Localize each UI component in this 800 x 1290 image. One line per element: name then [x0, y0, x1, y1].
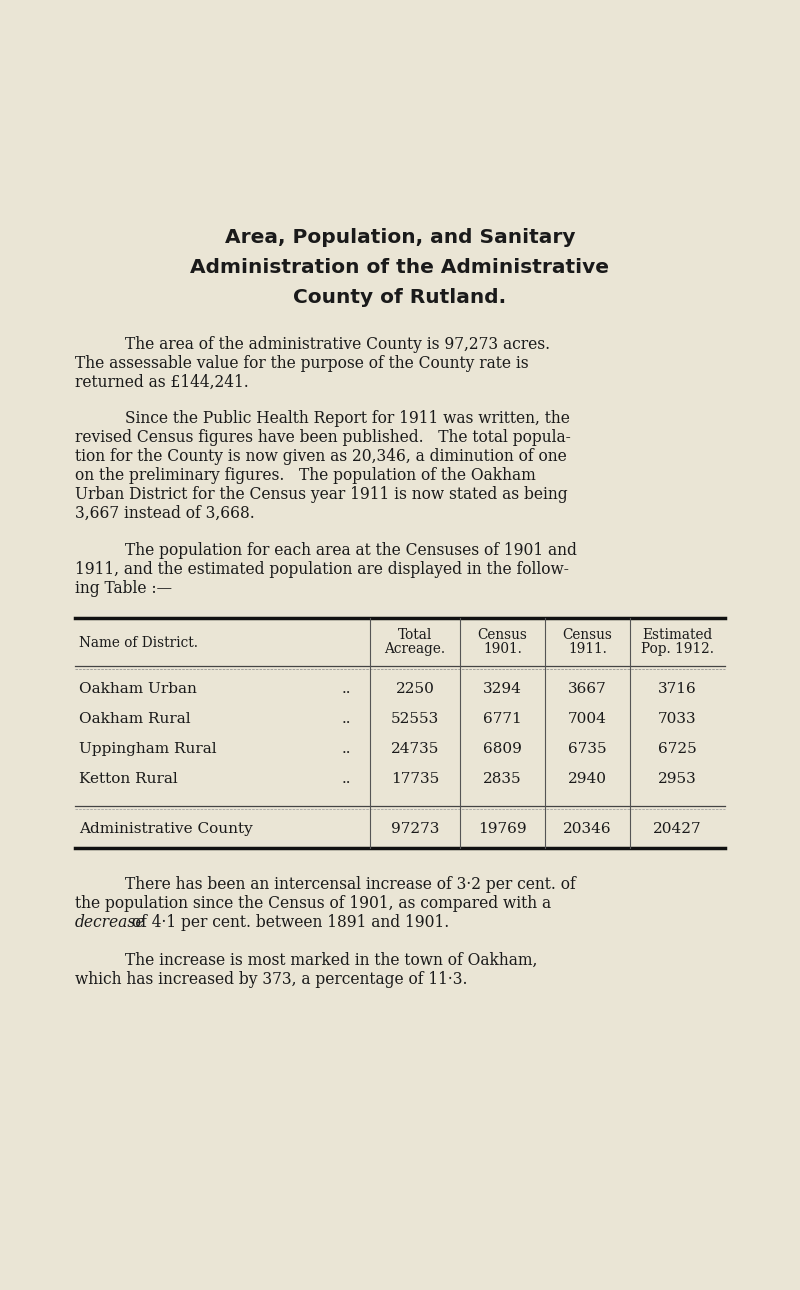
Text: decrease: decrease: [75, 915, 146, 931]
Text: Oakham Rural: Oakham Rural: [79, 712, 190, 726]
Text: 6725: 6725: [658, 742, 697, 756]
Text: Administrative County: Administrative County: [79, 822, 253, 836]
Text: ..: ..: [342, 682, 351, 697]
Text: Administration of the Administrative: Administration of the Administrative: [190, 258, 610, 277]
Text: The increase is most marked in the town of Oakham,: The increase is most marked in the town …: [125, 952, 538, 969]
Text: ..: ..: [342, 771, 351, 786]
Text: 20346: 20346: [563, 822, 612, 836]
Text: 3716: 3716: [658, 682, 697, 697]
Text: Oakham Urban: Oakham Urban: [79, 682, 197, 697]
Text: 1901.: 1901.: [483, 642, 522, 657]
Text: 3,667 instead of 3,668.: 3,667 instead of 3,668.: [75, 504, 254, 522]
Text: ing Table :—: ing Table :—: [75, 580, 172, 597]
Text: which has increased by 373, a percentage of 11·3.: which has increased by 373, a percentage…: [75, 971, 467, 988]
Text: Census: Census: [562, 628, 613, 642]
Text: 7004: 7004: [568, 712, 607, 726]
Text: 19769: 19769: [478, 822, 527, 836]
Text: 1911, and the estimated population are displayed in the follow-: 1911, and the estimated population are d…: [75, 561, 569, 578]
Text: 3667: 3667: [568, 682, 607, 697]
Text: 2835: 2835: [483, 771, 522, 786]
Text: Ketton Rural: Ketton Rural: [79, 771, 178, 786]
Text: returned as £144,241.: returned as £144,241.: [75, 374, 249, 391]
Text: 6809: 6809: [483, 742, 522, 756]
Text: 3294: 3294: [483, 682, 522, 697]
Text: 2250: 2250: [395, 682, 434, 697]
Text: 2953: 2953: [658, 771, 697, 786]
Text: Area, Population, and Sanitary: Area, Population, and Sanitary: [225, 228, 575, 246]
Text: Uppingham Rural: Uppingham Rural: [79, 742, 217, 756]
Text: 6735: 6735: [568, 742, 607, 756]
Text: Total: Total: [398, 628, 432, 642]
Text: Since the Public Health Report for 1911 was written, the: Since the Public Health Report for 1911 …: [125, 410, 570, 427]
Text: the population since the Census of 1901, as compared with a: the population since the Census of 1901,…: [75, 895, 551, 912]
Text: The population for each area at the Censuses of 1901 and: The population for each area at the Cens…: [125, 542, 577, 559]
Text: 2940: 2940: [568, 771, 607, 786]
Text: 7033: 7033: [658, 712, 697, 726]
Text: 97273: 97273: [391, 822, 439, 836]
Text: Acreage.: Acreage.: [385, 642, 446, 657]
Text: There has been an intercensal increase of 3·2 per cent. of: There has been an intercensal increase o…: [125, 876, 576, 893]
Text: ..: ..: [342, 712, 351, 726]
Text: Urban District for the Census year 1911 is now stated as being: Urban District for the Census year 1911 …: [75, 486, 568, 503]
Text: Estimated: Estimated: [642, 628, 713, 642]
Text: 20427: 20427: [653, 822, 702, 836]
Text: 1911.: 1911.: [568, 642, 607, 657]
Text: The area of the administrative County is 97,273 acres.: The area of the administrative County is…: [125, 335, 550, 353]
Text: 6771: 6771: [483, 712, 522, 726]
Text: ..: ..: [342, 742, 351, 756]
Text: The assessable value for the purpose of the County rate is: The assessable value for the purpose of …: [75, 355, 529, 372]
Text: revised Census figures have been published.   The total popula-: revised Census figures have been publish…: [75, 430, 570, 446]
Text: 52553: 52553: [391, 712, 439, 726]
Text: 24735: 24735: [391, 742, 439, 756]
Text: on the preliminary figures.   The population of the Oakham: on the preliminary figures. The populati…: [75, 467, 536, 484]
Text: County of Rutland.: County of Rutland.: [294, 288, 506, 307]
Text: 17735: 17735: [391, 771, 439, 786]
Text: Pop. 1912.: Pop. 1912.: [641, 642, 714, 657]
Text: Name of District.: Name of District.: [79, 636, 198, 650]
Text: tion for the County is now given as 20,346, a diminution of one: tion for the County is now given as 20,3…: [75, 448, 566, 464]
Text: of 4·1 per cent. between 1891 and 1901.: of 4·1 per cent. between 1891 and 1901.: [127, 915, 450, 931]
Text: Census: Census: [478, 628, 527, 642]
